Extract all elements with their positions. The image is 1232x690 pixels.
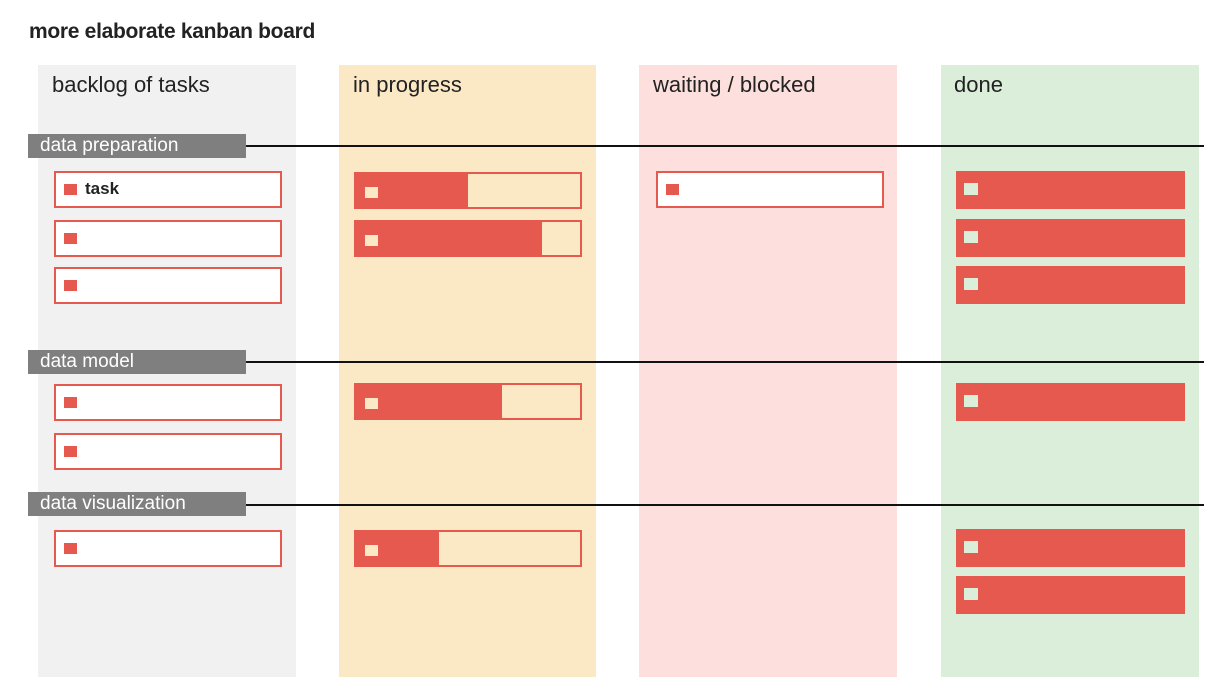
done-card[interactable] <box>956 576 1185 614</box>
swimlane-label-data-visualization: data visualization <box>28 492 246 516</box>
in-progress-card[interactable] <box>354 383 582 420</box>
column-label-backlog: backlog of tasks <box>52 72 210 97</box>
card-marker-icon <box>365 187 378 198</box>
card-marker-icon <box>964 395 978 407</box>
card-marker-icon <box>64 543 77 554</box>
blocked-card[interactable] <box>656 171 884 208</box>
card-marker-icon <box>64 184 77 195</box>
backlog-card[interactable] <box>54 433 282 470</box>
progress-fill <box>356 385 502 418</box>
card-marker-icon <box>64 397 77 408</box>
done-card[interactable] <box>956 171 1185 209</box>
backlog-card[interactable] <box>54 220 282 257</box>
progress-fill <box>356 222 542 255</box>
card-marker-icon <box>964 183 978 195</box>
backlog-card[interactable] <box>54 267 282 304</box>
backlog-card[interactable] <box>54 384 282 421</box>
card-marker-icon <box>365 398 378 409</box>
card-marker-icon <box>64 233 77 244</box>
card-marker-icon <box>365 545 378 556</box>
done-card[interactable] <box>956 266 1185 304</box>
column-label-waiting-blocked: waiting / blocked <box>653 72 816 97</box>
card-marker-icon <box>64 446 77 457</box>
column-done <box>941 65 1199 677</box>
swimlane-label-data-model: data model <box>28 350 246 374</box>
column-label-done: done <box>954 72 1003 97</box>
done-card[interactable] <box>956 219 1185 257</box>
done-card[interactable] <box>956 529 1185 567</box>
card-marker-icon <box>964 278 978 290</box>
backlog-card[interactable] <box>54 530 282 567</box>
card-marker-icon <box>964 541 978 553</box>
in-progress-card[interactable] <box>354 530 582 567</box>
column-label-in-progress: in progress <box>353 72 462 97</box>
backlog-card[interactable]: task <box>54 171 282 208</box>
column-in-progress <box>339 65 596 677</box>
in-progress-card[interactable] <box>354 172 582 209</box>
in-progress-card[interactable] <box>354 220 582 257</box>
card-marker-icon <box>365 235 378 246</box>
swimlane-divider <box>246 145 1204 147</box>
column-waiting-blocked <box>639 65 897 677</box>
card-marker-icon <box>64 280 77 291</box>
card-marker-icon <box>666 184 679 195</box>
card-marker-icon <box>964 588 978 600</box>
card-label: task <box>85 179 120 198</box>
swimlane-divider <box>246 504 1204 506</box>
swimlane-divider <box>246 361 1204 363</box>
swimlane-label-data-preparation: data preparation <box>28 134 246 158</box>
card-marker-icon <box>964 231 978 243</box>
done-card[interactable] <box>956 383 1185 421</box>
board-title: more elaborate kanban board <box>29 20 315 43</box>
